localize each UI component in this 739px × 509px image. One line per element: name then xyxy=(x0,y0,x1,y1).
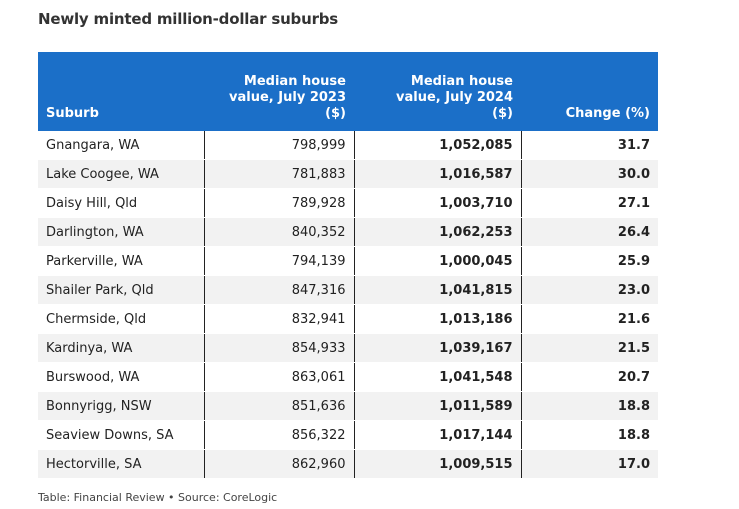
value-2023-cell: 840,352 xyxy=(204,217,355,247)
change-cell: 18.8 xyxy=(521,420,658,450)
suburb-cell: Burswood, WA xyxy=(38,362,205,392)
table-title: Newly minted million-dollar suburbs xyxy=(38,10,339,28)
table-row: Lake Coogee, WA 781,883 1,016,587 30.0 xyxy=(38,159,658,189)
value-2023-cell: 862,960 xyxy=(204,449,355,479)
suburb-cell: Daisy Hill, Qld xyxy=(38,188,205,218)
value-2024-cell: 1,041,548 xyxy=(354,362,522,392)
table-row: Chermside, Qld 832,941 1,013,186 21.6 xyxy=(38,304,658,334)
table-row: Daisy Hill, Qld 789,928 1,003,710 27.1 xyxy=(38,188,658,218)
value-2023-cell: 832,941 xyxy=(204,304,355,334)
table-row: Seaview Downs, SA 856,322 1,017,144 18.8 xyxy=(38,420,658,450)
value-2023-cell: 789,928 xyxy=(204,188,355,218)
change-cell: 25.9 xyxy=(521,246,658,276)
suburb-cell: Bonnyrigg, NSW xyxy=(38,391,205,421)
suburb-cell: Seaview Downs, SA xyxy=(38,420,205,450)
value-2024-cell: 1,003,710 xyxy=(354,188,522,218)
change-cell: 20.7 xyxy=(521,362,658,392)
value-2023-cell: 781,883 xyxy=(204,159,355,189)
suburb-cell: Gnangara, WA xyxy=(38,131,205,160)
value-2024-cell: 1,062,253 xyxy=(354,217,522,247)
table-body: Gnangara, WA 798,999 1,052,085 31.7 Lake Coo… xyxy=(38,131,658,479)
value-2024-cell: 1,041,815 xyxy=(354,275,522,305)
value-2024-cell: 1,017,144 xyxy=(354,420,522,450)
suburb-cell: Lake Coogee, WA xyxy=(38,159,205,189)
change-cell: 21.6 xyxy=(521,304,658,334)
change-cell: 18.8 xyxy=(521,391,658,421)
change-cell: 23.0 xyxy=(521,275,658,305)
table-row: Burswood, WA 863,061 1,041,548 20.7 xyxy=(38,362,658,392)
value-2024-cell: 1,016,587 xyxy=(354,159,522,189)
table-row: Hectorville, SA 862,960 1,009,515 17.0 xyxy=(38,449,658,479)
table-row: Gnangara, WA 798,999 1,052,085 31.7 xyxy=(38,131,658,160)
value-2023-cell: 794,139 xyxy=(204,246,355,276)
suburb-cell: Chermside, Qld xyxy=(38,304,205,334)
column-header-suburb: Suburb xyxy=(38,52,204,131)
change-cell: 21.5 xyxy=(521,333,658,363)
value-2024-cell: 1,013,186 xyxy=(354,304,522,334)
value-2024-cell: 1,009,515 xyxy=(354,449,522,479)
value-2023-cell: 856,322 xyxy=(204,420,355,450)
value-2024-cell: 1,000,045 xyxy=(354,246,522,276)
suburb-cell: Kardinya, WA xyxy=(38,333,205,363)
value-2023-cell: 863,061 xyxy=(204,362,355,392)
change-cell: 26.4 xyxy=(521,217,658,247)
suburb-cell: Parkerville, WA xyxy=(38,246,205,276)
table-row: Bonnyrigg, NSW 851,636 1,011,589 18.8 xyxy=(38,391,658,421)
table-row: Parkerville, WA 794,139 1,000,045 25.9 xyxy=(38,246,658,276)
header-row: Suburb Median house value, July 2023 ($) M… xyxy=(38,52,658,131)
value-2024-cell: 1,011,589 xyxy=(354,391,522,421)
table-row: Kardinya, WA 854,933 1,039,167 21.5 xyxy=(38,333,658,363)
value-2023-cell: 854,933 xyxy=(204,333,355,363)
column-header-change: Change (%) xyxy=(521,52,658,131)
value-2023-cell: 798,999 xyxy=(204,131,355,160)
data-table: Suburb Median house value, July 2023 ($) M… xyxy=(38,52,658,479)
column-header-value-2024: Median house value, July 2024 ($) xyxy=(354,52,521,131)
change-cell: 31.7 xyxy=(521,131,658,160)
value-2023-cell: 847,316 xyxy=(204,275,355,305)
table-row: Darlington, WA 840,352 1,062,253 26.4 xyxy=(38,217,658,247)
change-cell: 30.0 xyxy=(521,159,658,189)
column-header-value-2023: Median house value, July 2023 ($) xyxy=(204,52,354,131)
suburb-cell: Darlington, WA xyxy=(38,217,205,247)
value-2024-cell: 1,039,167 xyxy=(354,333,522,363)
suburb-cell: Hectorville, SA xyxy=(38,449,205,479)
value-2024-cell: 1,052,085 xyxy=(354,131,522,160)
value-2023-cell: 851,636 xyxy=(204,391,355,421)
source-footer: Table: Financial Review • Source: CoreLo… xyxy=(38,491,278,504)
change-cell: 17.0 xyxy=(521,449,658,479)
suburb-cell: Shailer Park, Qld xyxy=(38,275,205,305)
table-row: Shailer Park, Qld 847,316 1,041,815 23.0 xyxy=(38,275,658,305)
change-cell: 27.1 xyxy=(521,188,658,218)
